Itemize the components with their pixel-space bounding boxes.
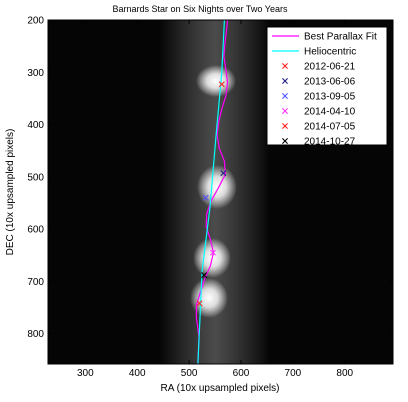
plot-frame — [47, 19, 394, 365]
legend-entry: 2013-09-05 — [304, 92, 356, 103]
y-tick-label: 400 — [27, 120, 44, 131]
x-tick-label: 300 — [77, 368, 94, 379]
data-point-2013-06-06 — [220, 170, 227, 177]
star-blob — [197, 165, 237, 209]
x-axis: 300 400 500 600 700 800 — [77, 20, 354, 379]
legend: Best Parallax Fit Heliocentric 2012-06-21 2… — [266, 26, 388, 148]
legend-entry: 2014-07-05 — [304, 122, 356, 133]
data-point-2013-09-05 — [202, 194, 209, 201]
y-tick-label: 200 — [27, 16, 44, 27]
x-tick-label: 800 — [336, 368, 353, 379]
x-tick-label: 600 — [233, 368, 250, 379]
y-tick-label: 300 — [27, 68, 44, 79]
x-axis-label: RA (10x upsampled pixels) — [161, 383, 280, 394]
y-tick-label: 600 — [27, 225, 44, 236]
y-axis-label: DEC (10x upsampled pixels) — [5, 129, 16, 256]
legend-marker-swatch — [282, 93, 288, 99]
star-blob — [190, 278, 228, 318]
x-tick-label: 700 — [285, 368, 302, 379]
y-tick-label: 800 — [27, 329, 44, 340]
legend-marker-swatch — [282, 78, 288, 84]
y-tick-label: 700 — [27, 277, 44, 288]
chart-title: Barnards Star on Six Nights over Two Yea… — [113, 4, 288, 14]
curve-heliocentric — [197, 20, 225, 364]
legend-entry: 2013-06-06 — [304, 77, 356, 88]
data-point-2014-04-10 — [209, 249, 216, 256]
legend-entry: Heliocentric — [304, 47, 356, 58]
y-axis: 200 300 400 500 600 700 800 — [27, 16, 393, 340]
legend-entry: 2012-06-21 — [304, 62, 356, 73]
y-tick-label: 500 — [27, 172, 44, 183]
x-tick-label: 500 — [181, 368, 198, 379]
legend-entry: 2014-10-27 — [304, 137, 356, 148]
legend-marker-swatch — [282, 108, 288, 114]
legend-marker-swatch — [282, 63, 288, 69]
legend-marker-swatch — [282, 138, 288, 144]
legend-entry: 2014-04-10 — [304, 107, 356, 118]
legend-box — [266, 26, 388, 146]
data-point-2012-06-21 — [218, 81, 225, 88]
x-tick-label: 400 — [129, 368, 146, 379]
legend-marker-swatch — [282, 123, 288, 129]
data-point-2014-10-27 — [201, 272, 208, 279]
data-point-2014-07-05 — [196, 300, 203, 307]
legend-entry: Best Parallax Fit — [304, 32, 377, 43]
star-field — [160, 20, 270, 364]
star-blob — [196, 65, 236, 97]
